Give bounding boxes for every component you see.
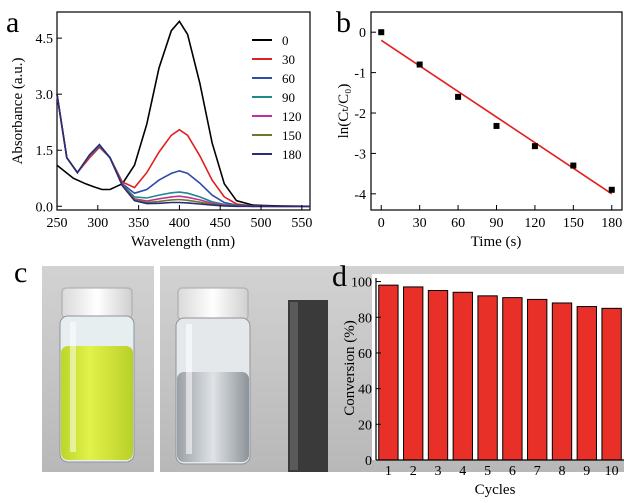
ytick-label: -3 xyxy=(354,147,366,162)
xtick-label: 8 xyxy=(559,464,566,479)
panel-b-ylabel: ln(Cₜ/C₀) xyxy=(336,84,352,139)
ytick-label: 4.5 xyxy=(36,32,54,47)
ytick-label: 60 xyxy=(358,347,372,362)
xtick-label: 550 xyxy=(291,216,312,231)
fit-line xyxy=(380,39,613,195)
legend-label-60: 60 xyxy=(282,71,295,86)
legend-label-30: 30 xyxy=(282,52,295,67)
data-point xyxy=(416,61,423,68)
panel-label-a: a xyxy=(6,6,19,39)
panel-d-bars-group xyxy=(378,284,622,461)
panel-a-frame xyxy=(56,11,311,211)
xtick-label: 350 xyxy=(128,216,149,231)
ytick-label: 80 xyxy=(358,311,372,326)
xtick-label: 500 xyxy=(251,216,272,231)
xtick-label: 7 xyxy=(534,464,541,479)
legend-label-180: 180 xyxy=(282,147,302,162)
xtick-label: 1 xyxy=(385,464,392,479)
series-line-180 xyxy=(56,94,310,208)
panel-b-frame xyxy=(370,11,623,211)
panel-b-points-group xyxy=(378,29,615,193)
panel-b-fit-group xyxy=(380,39,613,195)
bar-cycle-8 xyxy=(551,302,573,461)
xtick-label: 3 xyxy=(435,464,442,479)
panel-d-xlabel: Cycles xyxy=(475,482,516,498)
magnet-edge-highlight xyxy=(290,302,298,470)
panel-b-xlabel: Time (s) xyxy=(471,234,522,250)
xtick-label: 60 xyxy=(451,216,465,231)
xtick-label: 120 xyxy=(524,216,545,231)
data-point xyxy=(493,122,500,129)
xtick-label: 30 xyxy=(413,216,427,231)
xtick-label: 10 xyxy=(605,464,619,479)
series-line-0 xyxy=(56,19,311,208)
data-point xyxy=(608,186,615,193)
ytick-label: -4 xyxy=(354,188,366,203)
vial-right-glare xyxy=(186,324,192,454)
panel-a-uv-vis-chart: 250 300 350 400 450 500 550 0.0 1.5 3.0 4.5 0 30 60 9… xyxy=(10,11,313,250)
data-point xyxy=(378,29,385,36)
data-point xyxy=(570,162,577,169)
ytick-label: 40 xyxy=(358,383,372,398)
vial-left-glare xyxy=(70,322,76,452)
panel-a-ylabel: Absorbance (a.u.) xyxy=(10,57,26,164)
bar-cycle-2 xyxy=(403,286,424,461)
xtick-label: 450 xyxy=(210,216,231,231)
ytick-label: 0.0 xyxy=(36,200,54,215)
xtick-label: 150 xyxy=(563,216,584,231)
vial-left-cap xyxy=(61,287,133,319)
bar-cycle-10 xyxy=(601,307,622,461)
xtick-label: 2 xyxy=(410,464,417,479)
bar-cycle-4 xyxy=(452,291,473,461)
legend-label-0: 0 xyxy=(282,33,289,48)
bar-cycle-6 xyxy=(502,297,523,461)
panel-label-d: d xyxy=(332,260,347,293)
xtick-label: 0 xyxy=(378,216,385,231)
xtick-label: 300 xyxy=(87,216,108,231)
ytick-label: -2 xyxy=(354,107,366,122)
series-line-30 xyxy=(56,94,310,208)
xtick-label: 250 xyxy=(47,216,68,231)
data-point xyxy=(455,93,462,100)
panel-a-legend: 0 30 60 90 120 150 180 xyxy=(252,33,302,162)
legend-label-90: 90 xyxy=(282,90,295,105)
ytick-label: 3.0 xyxy=(36,88,54,103)
panel-label-b: b xyxy=(336,6,351,39)
ytick-label: 1.5 xyxy=(36,144,54,159)
ytick-label: -1 xyxy=(354,67,366,82)
xtick-label: 6 xyxy=(509,464,516,479)
bar-cycle-5 xyxy=(477,295,498,461)
bar-cycle-1 xyxy=(378,284,399,461)
bar-cycle-7 xyxy=(527,298,548,461)
xtick-label: 400 xyxy=(169,216,190,231)
xtick-label: 5 xyxy=(484,464,491,479)
bar-cycle-3 xyxy=(427,289,449,461)
panel-d-ylabel: Conversion (%) xyxy=(342,320,358,415)
xtick-label: 4 xyxy=(459,464,466,479)
ytick-label: 100 xyxy=(351,276,372,291)
bar-cycle-9 xyxy=(576,306,597,461)
panel-a-xlabel: Wavelength (nm) xyxy=(131,234,235,250)
ytick-label: 0 xyxy=(359,26,366,41)
vial-right-clear-solution xyxy=(177,372,249,462)
legend-label-150: 150 xyxy=(282,128,302,143)
panel-b-ticks: 0 30 60 90 120 150 180 0 -1 -2 -3 -4 xyxy=(354,26,622,231)
data-point xyxy=(531,143,538,150)
ytick-label: 0 xyxy=(365,454,372,469)
panel-a-series-group xyxy=(56,19,311,208)
panel-label-c: c xyxy=(14,256,27,289)
panel-b-kinetics-chart: 0 30 60 90 120 150 180 0 -1 -2 -3 -4 Time (s) ln(Cₜ… xyxy=(336,11,623,250)
vial-right-cap xyxy=(177,287,249,321)
legend-label-120: 120 xyxy=(282,109,302,124)
xtick-label: 90 xyxy=(490,216,504,231)
ytick-label: 20 xyxy=(358,418,372,433)
vial-left-yellow-solution xyxy=(61,346,133,460)
xtick-label: 180 xyxy=(601,216,622,231)
xtick-label: 9 xyxy=(583,464,590,479)
